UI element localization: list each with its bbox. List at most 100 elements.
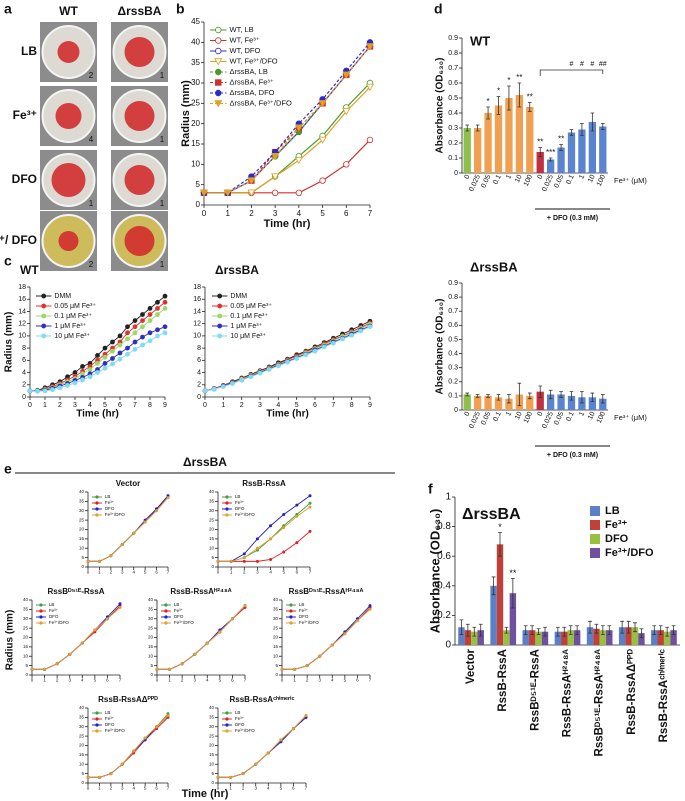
y-tick-label: 12: [193, 321, 201, 328]
y-tick-label: 30: [79, 724, 85, 729]
point: [255, 537, 259, 541]
point: [304, 714, 308, 718]
y-tick-label: 0: [275, 672, 278, 677]
series-line: [88, 497, 169, 562]
y-tick-label: 5: [81, 771, 84, 776]
y-tick-label: 35: [23, 607, 29, 612]
x-tick-label: 4: [206, 678, 209, 683]
bar: [509, 593, 517, 645]
point: [295, 503, 299, 507]
legend-marker: [214, 58, 223, 66]
y-tick-label: 30: [209, 508, 215, 513]
point: [125, 351, 130, 357]
error-bar: [594, 623, 599, 634]
legend-label: 1 μM Fe³⁺: [54, 323, 86, 330]
legend-label: Fe³⁺/DFO: [235, 512, 255, 517]
legend-label: Fe³⁺: [105, 500, 115, 505]
bar: [663, 631, 671, 645]
significance-mark: ***: [546, 148, 555, 157]
legend-marker: [217, 333, 223, 339]
legend-label: Fe³⁺: [174, 608, 184, 613]
point: [162, 293, 168, 299]
legend-label: DFO: [105, 722, 115, 727]
point: [242, 556, 246, 560]
point: [110, 361, 115, 367]
point: [239, 377, 245, 383]
point: [117, 342, 123, 348]
y-axis-label: Absorbance (OD₆₃₀): [427, 509, 442, 634]
y-tick-label: 25: [79, 733, 85, 738]
point: [87, 374, 93, 380]
y-tick-label: 0.4: [448, 110, 458, 117]
point: [366, 136, 374, 144]
series-line: [218, 531, 311, 562]
legend-marker: [289, 615, 293, 619]
point: [230, 617, 234, 621]
y-tick-label: 15: [209, 752, 215, 757]
legend-label: DFO: [105, 506, 115, 511]
y-tick-label: 35: [209, 715, 215, 720]
error-bar: [555, 626, 560, 637]
bar: [567, 395, 576, 410]
x-tick-label: 0: [464, 174, 472, 181]
bar: [494, 105, 503, 173]
bar: [588, 397, 597, 410]
point: [155, 305, 160, 311]
point: [243, 604, 247, 608]
legend-label: ΔrssBA, DFO: [230, 88, 275, 97]
y-tick-label: 10: [209, 761, 215, 766]
x-tick-label: 1: [43, 678, 46, 683]
y-tick-label: 0: [211, 564, 214, 569]
row-label: Fe³⁺: [13, 108, 37, 122]
point: [50, 387, 55, 393]
x-tick-label: 5: [144, 570, 147, 575]
legend-marker: [225, 495, 229, 499]
x-tick-label: 0.1: [565, 174, 576, 186]
bar: [657, 630, 664, 645]
point: [271, 153, 280, 161]
x-tick-label: 4: [267, 786, 270, 791]
x-tick-label: RssB-RssAΔᴾᴾᴰ: [626, 648, 638, 735]
y-tick-label: 0.2: [448, 379, 458, 386]
plate-number: 2: [89, 260, 94, 269]
series-line: [88, 495, 169, 562]
x-tick-label: 3: [121, 786, 124, 791]
legend-label: LB: [235, 494, 241, 499]
point: [102, 354, 108, 360]
point: [155, 667, 159, 671]
x-tick-label: 6: [231, 678, 234, 683]
y-tick-label: 18: [193, 284, 201, 291]
comparison-mark: ##: [599, 61, 607, 68]
legend-label: 0.05 μM Fe³⁺: [54, 303, 96, 310]
y-tick-label: 0.3: [448, 365, 458, 372]
point: [120, 762, 124, 766]
point: [155, 312, 160, 317]
y-tick-label: 40: [209, 705, 215, 710]
legend-marker: [225, 723, 229, 727]
x-tick-label: 0: [217, 786, 220, 791]
legend-swatch: [590, 506, 600, 516]
series-line: [282, 609, 371, 670]
point: [242, 552, 246, 556]
legend-marker: [217, 293, 223, 299]
point: [95, 370, 100, 375]
error-bar: [527, 102, 532, 112]
legend-swatch: [590, 548, 600, 558]
error-bar: [507, 394, 511, 404]
x-tick-label: 6: [118, 402, 122, 409]
y-tick-label: 5: [196, 180, 201, 189]
comparison-mark: #: [590, 61, 594, 68]
row-label: DFO: [12, 172, 37, 186]
y-tick-label: 10: [18, 333, 26, 340]
legend-marker: [39, 603, 43, 607]
error-bar: [527, 392, 532, 400]
error-bar: [504, 626, 509, 634]
y-tick-label: 5: [211, 771, 214, 776]
y-tick-label: 18: [18, 284, 26, 291]
bar: [536, 152, 544, 173]
point: [241, 772, 245, 776]
y-tick-label: 10: [209, 545, 215, 550]
chart-title: ΔrssBA: [470, 259, 518, 274]
y-tick-label: 20: [191, 119, 200, 128]
bar: [599, 398, 607, 410]
